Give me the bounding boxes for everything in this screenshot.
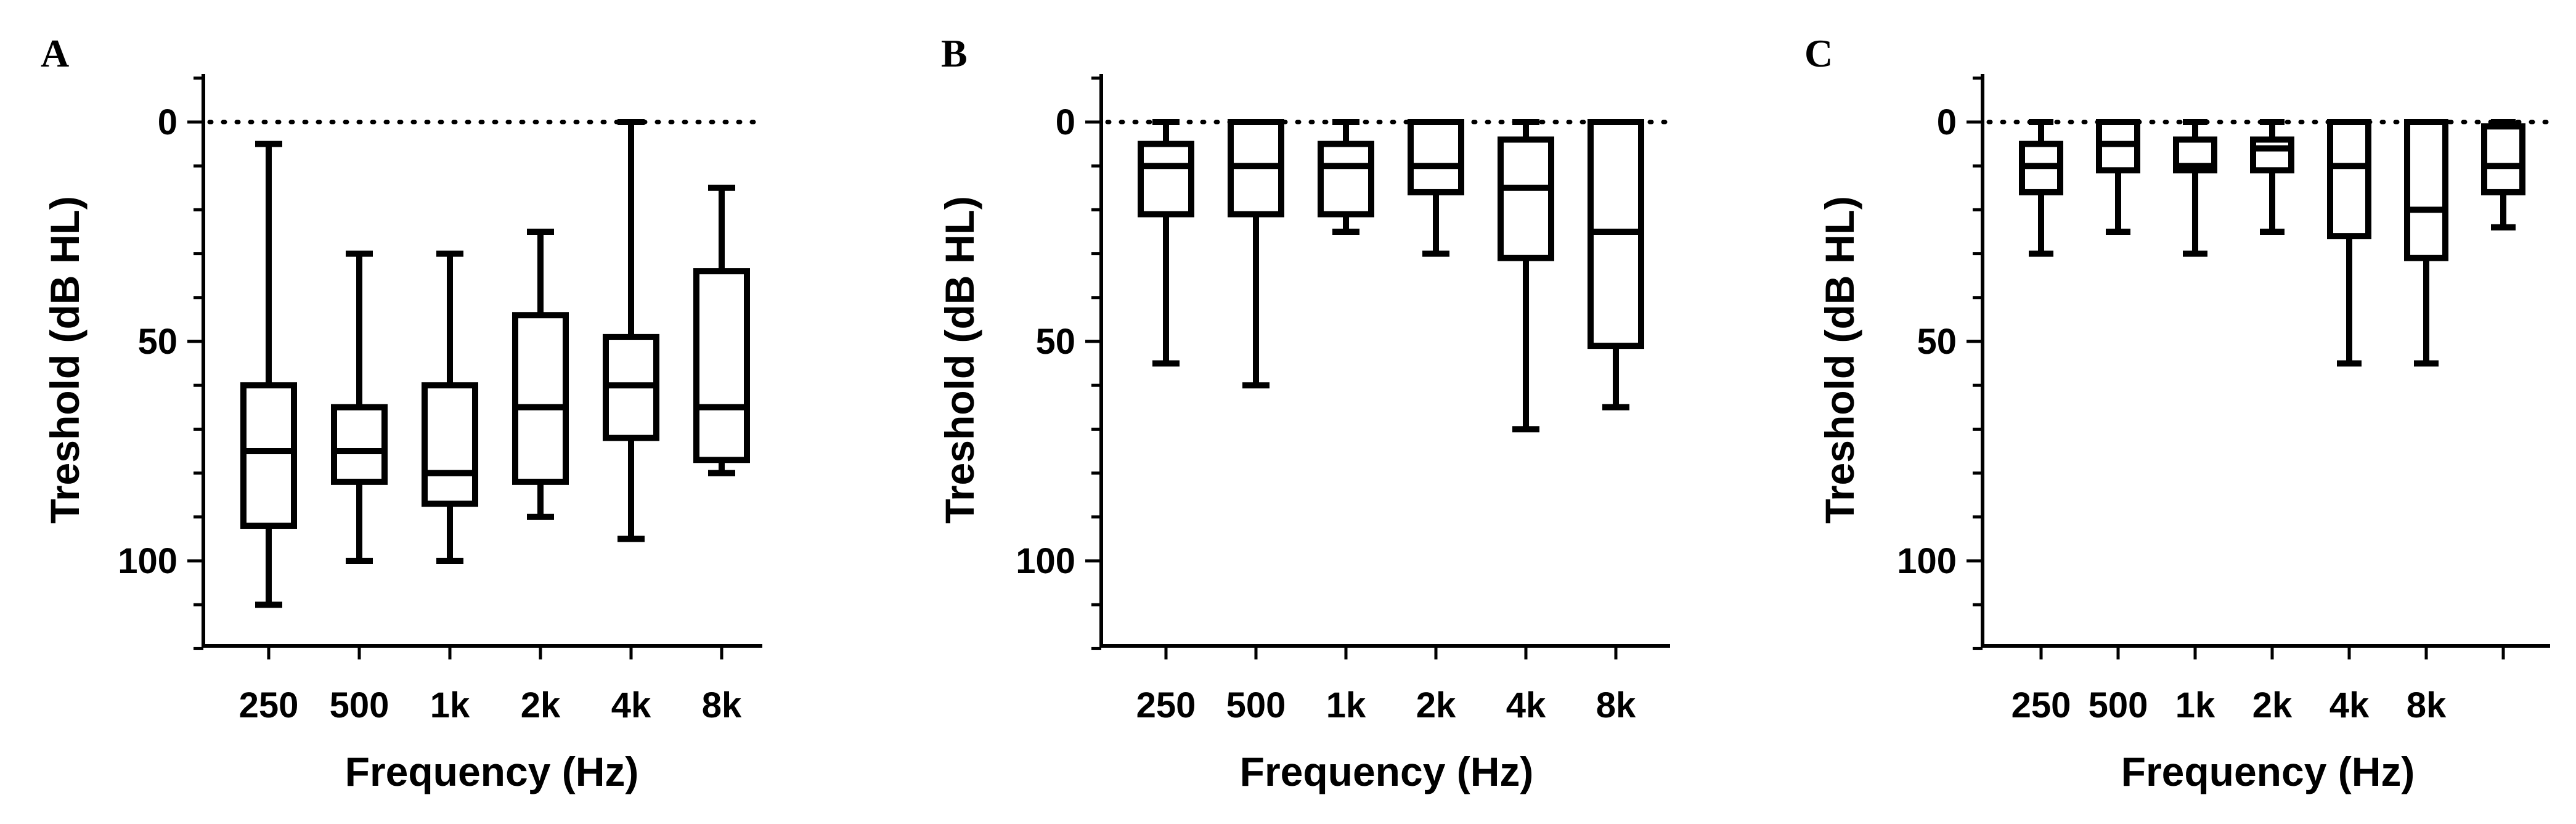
box-iqr (2250, 136, 2294, 174)
x-axis-title: Frequency (Hz) (2121, 749, 2415, 794)
box-4k (2327, 119, 2371, 367)
y-tick-label: 50 (1035, 322, 1075, 362)
x-tick-label: 4k (611, 685, 651, 725)
panel-c: C 0 50 100 250 500 1k 2k 4k 8k Frequency (Hz) Tresh… (1804, 31, 2553, 794)
box-iqr (2327, 119, 2371, 240)
x-tick-label: 250 (1136, 685, 1196, 725)
panel-label: A (41, 31, 69, 75)
x-tick-label: 8k (702, 685, 742, 725)
box-4k (1498, 119, 1554, 433)
box-iqr (1138, 141, 1194, 218)
box-2k (2250, 119, 2294, 235)
y-tick-label: 100 (1016, 541, 1075, 581)
x-tick-label: 500 (2089, 685, 2148, 725)
box-1k (2173, 119, 2217, 257)
box-iqr (331, 404, 388, 485)
x-axis-title: Frequency (Hz) (345, 749, 639, 794)
x-tick-label: 2k (2252, 685, 2293, 725)
x-tick-label: 4k (2329, 685, 2370, 725)
x-tick-label: 1k (430, 685, 470, 725)
y-tick-label: 50 (137, 322, 177, 362)
x-tick-label: 500 (1226, 685, 1286, 725)
box-1k (1318, 119, 1374, 235)
box-500 (2096, 119, 2140, 235)
box-iqr (693, 268, 750, 463)
box-500 (331, 250, 388, 564)
box-250 (240, 141, 297, 608)
box-series-6 (2481, 119, 2525, 230)
box-4k (603, 119, 659, 542)
y-axis-title: Treshold (dB HL) (1817, 196, 1862, 524)
y-tick-label: 0 (1056, 102, 1075, 142)
x-tick-label: 500 (330, 685, 389, 725)
box-iqr (1498, 136, 1554, 261)
box-2k (1408, 119, 1464, 257)
box-iqr (2481, 123, 2525, 195)
y-tick-label: 0 (1937, 102, 1957, 142)
panel-b: B 0 50 100 250 500 1k 2k 4k 8k Frequency (Hz) Tresh… (937, 31, 1673, 794)
panel-a: A 0 50 100 250 500 1k 2k 4k 8k Frequency (Hz) Tresh… (41, 31, 765, 794)
box-iqr (512, 312, 569, 485)
y-tick-label: 100 (1897, 541, 1957, 581)
x-tick-label: 250 (2011, 685, 2071, 725)
box-250 (2019, 119, 2063, 257)
x-axis-title: Frequency (Hz) (1240, 749, 1534, 794)
box-8k (2404, 119, 2448, 367)
x-tick-label: 8k (2407, 685, 2447, 725)
box-iqr (1408, 119, 1464, 195)
x-tick-label: 4k (1506, 685, 1546, 725)
box-250 (1138, 119, 1194, 367)
x-tick-label: 1k (1326, 685, 1366, 725)
y-axis-title: Treshold (dB HL) (42, 196, 88, 524)
box-iqr (1318, 141, 1374, 218)
y-tick-label: 50 (1917, 322, 1957, 362)
y-tick-label: 100 (118, 541, 177, 581)
box-500 (1228, 119, 1284, 389)
x-tick-label: 2k (521, 685, 561, 725)
y-axis-title: Treshold (dB HL) (937, 196, 982, 524)
panel-label: C (1804, 31, 1833, 75)
box-iqr (422, 382, 478, 507)
y-tick-label: 0 (158, 102, 177, 142)
x-tick-label: 1k (2175, 685, 2215, 725)
box-1k (422, 250, 478, 564)
box-8k (1588, 119, 1644, 410)
box-iqr (2404, 119, 2448, 261)
panel-label: B (941, 31, 968, 75)
x-tick-label: 2k (1416, 685, 1456, 725)
box-2k (512, 229, 569, 520)
x-tick-label: 250 (239, 685, 299, 725)
box-iqr (240, 382, 297, 529)
box-8k (693, 184, 750, 476)
x-tick-label: 8k (1596, 685, 1636, 725)
